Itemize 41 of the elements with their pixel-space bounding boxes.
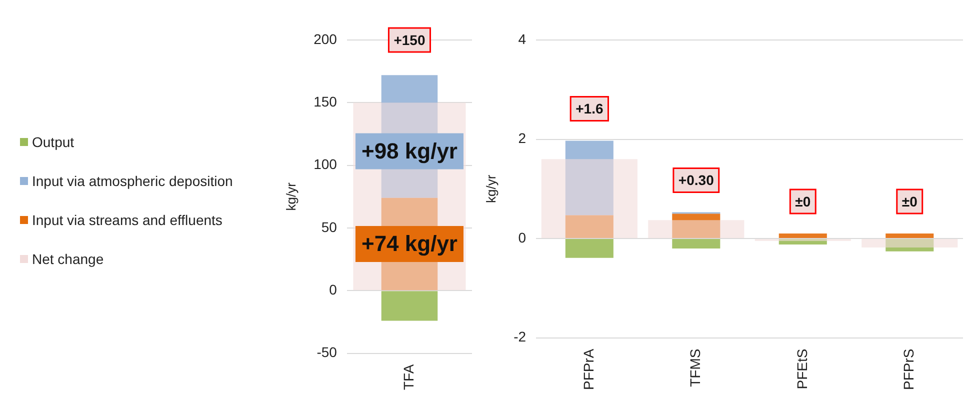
y-tick-label: -2 (514, 328, 526, 345)
y-tick-label: 0 (329, 282, 338, 298)
bar (648, 220, 744, 238)
y-axis-title: kg/yr (483, 174, 498, 203)
annotation: +0.30 (678, 172, 714, 188)
y-tick-label: 50 (321, 218, 338, 235)
annotation: +150 (394, 32, 426, 48)
bar (778, 234, 827, 238)
y-tick-label: 4 (518, 30, 526, 47)
bar (886, 234, 934, 238)
x-tick-label: TFMS (687, 348, 704, 387)
bar (541, 159, 638, 238)
y-tick-label: -50 (316, 344, 338, 360)
x-tick-label: PFPrS (900, 348, 916, 390)
legend-label: Input via atmospheric deposition (31, 172, 233, 191)
x-tick-label: TFA (400, 364, 416, 390)
x-tick-label: PFPrA (580, 348, 596, 390)
annotation: +98 kg/yr (361, 138, 458, 164)
bar (381, 291, 438, 321)
annotation: +1.6 (576, 100, 604, 117)
annotation: ±0 (795, 193, 811, 210)
x-tick-label: PFEtS (794, 348, 810, 390)
annotation: ±0 (902, 193, 918, 210)
y-tick-label: 150 (314, 94, 338, 110)
bar (565, 215, 614, 238)
bar (886, 239, 934, 252)
y-axis-title: kg/yr (283, 182, 298, 211)
annotation: +74 kg/yr (361, 231, 458, 256)
legend-label: Output (31, 132, 76, 152)
y-tick-label: 100 (314, 156, 338, 172)
bar (672, 239, 720, 248)
legend-label: Input via streams and effluents (31, 210, 224, 230)
bar (862, 239, 958, 248)
bar (565, 140, 614, 216)
legend-label: Net change (31, 250, 105, 269)
bar (565, 239, 614, 258)
bar (672, 214, 720, 238)
y-tick-label: 0 (518, 229, 526, 246)
y-tick-label: 200 (314, 30, 338, 47)
y-tick-label: 2 (518, 130, 526, 146)
bar (778, 239, 827, 244)
